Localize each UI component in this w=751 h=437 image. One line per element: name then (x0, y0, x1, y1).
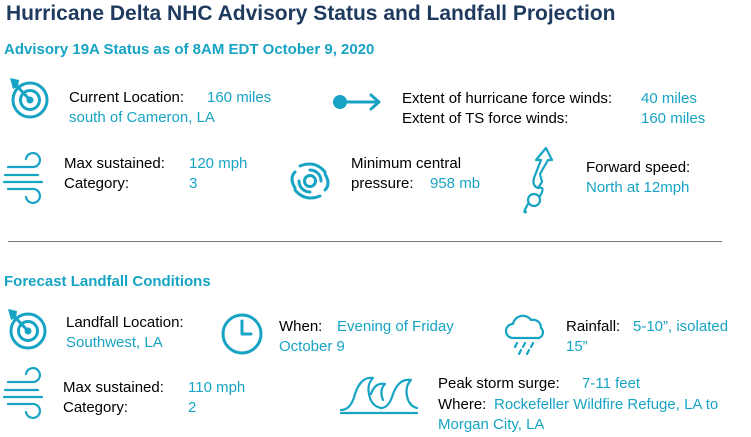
landfall-location-value: Southwest, LA (66, 334, 163, 351)
ts-winds-value: 160 miles (641, 110, 706, 127)
pressure-value: 958 mb (430, 175, 481, 192)
rainfall-value: 5-10”, isolated (633, 318, 729, 335)
advisory-heading: Advisory 19A Status as of 8AM EDT Octobe… (4, 41, 375, 58)
rainfall-value-line2: 15” (566, 338, 588, 355)
category-value: 3 (189, 175, 198, 192)
when-value-line2: October 9 (279, 338, 345, 355)
max-sustained-label: Max sustained: (64, 155, 165, 172)
where-label: Where: (438, 396, 487, 413)
forward-speed-value: North at 12mph (586, 179, 690, 196)
hurricane-winds-label: Extent of hurricane force winds: (402, 90, 613, 107)
hurricane-winds-value: 40 miles (641, 90, 697, 107)
when-label: When: (279, 318, 323, 335)
category-label: Category: (64, 175, 130, 192)
clock-icon (221, 313, 263, 355)
max-sustained-value: 120 mph (189, 155, 248, 172)
current-location-value: 160 miles (207, 89, 272, 106)
where-value: Rockefeller Wildfire Refuge, LA to (494, 396, 719, 413)
forecast-heading: Forecast Landfall Conditions (4, 273, 211, 290)
wind-icon (2, 152, 44, 204)
ts-winds-label: Extent of TS force winds: (402, 110, 569, 127)
target-icon (8, 309, 47, 350)
storm-surge-label: Peak storm surge: (438, 375, 560, 392)
arrow-right-icon (333, 93, 381, 111)
landfall-location-label: Landfall Location: (66, 314, 184, 331)
wind-icon (2, 367, 44, 419)
forecast-category-label: Category: (63, 399, 129, 416)
forecast-category-value: 2 (188, 399, 197, 416)
forecast-max-sustained-label: Max sustained: (63, 379, 164, 396)
storm-surge-value: 7-11 feet (582, 375, 641, 392)
pressure-label-line2: pressure: (351, 175, 414, 192)
forward-speed-label: Forward speed: (586, 159, 691, 176)
track-arrow-icon (523, 146, 554, 214)
section-divider (8, 241, 722, 242)
pressure-label: Minimum central (351, 155, 462, 172)
current-location-value-line2: south of Cameron, LA (69, 109, 215, 126)
current-location-label: Current Location: (69, 89, 185, 106)
rain-cloud-icon (504, 314, 544, 356)
target-icon (10, 78, 49, 119)
waves-icon (339, 376, 419, 415)
forecast-max-sustained-value: 110 mph (188, 379, 246, 396)
where-value-line2: Morgan City, LA (438, 416, 545, 433)
rainfall-label: Rainfall: (566, 318, 621, 335)
when-value: Evening of Friday (337, 318, 454, 335)
hurricane-icon (290, 162, 330, 200)
page-title: Hurricane Delta NHC Advisory Status and … (6, 2, 616, 25)
